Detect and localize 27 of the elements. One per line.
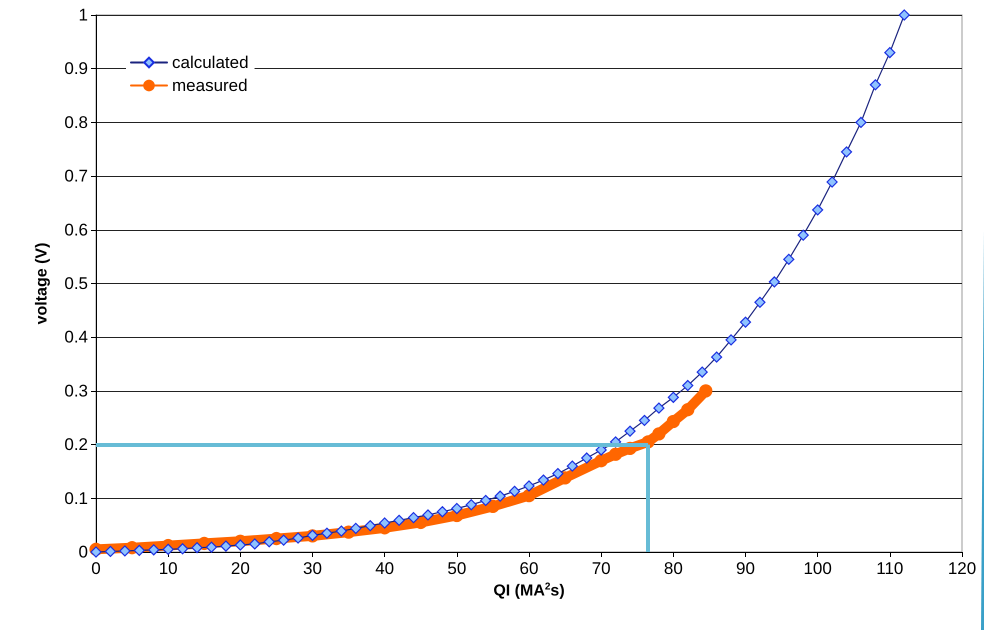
y-tick-label: 0.4 xyxy=(64,328,88,347)
y-tick-label: 0.3 xyxy=(64,381,88,400)
y-tick-label: 0.6 xyxy=(64,220,88,240)
y-tick-label: 0.2 xyxy=(64,435,88,454)
y-axis-title: voltage (V) xyxy=(34,242,50,324)
legend-label: calculated xyxy=(172,53,249,72)
legend-label: measured xyxy=(172,76,248,95)
x-tick-label: 20 xyxy=(230,559,250,578)
x-tick-label: 100 xyxy=(803,559,832,578)
x-tick-label: 50 xyxy=(447,559,466,578)
x-tick-label: 0 xyxy=(91,559,101,578)
x-tick-label: 120 xyxy=(948,559,976,578)
x-tick-label: 30 xyxy=(303,559,322,578)
x-tick-label: 90 xyxy=(736,559,755,578)
y-tick-label: 0 xyxy=(78,542,88,562)
y-tick-label: 1 xyxy=(78,6,88,24)
x-tick-label: 80 xyxy=(664,559,683,578)
x-tick-label: 110 xyxy=(876,559,904,578)
x-tick-label: 60 xyxy=(520,559,538,578)
x-tick-label: 40 xyxy=(375,559,394,578)
x-tick-label: 10 xyxy=(158,559,178,578)
y-tick-label: 0.8 xyxy=(64,112,88,132)
y-tick-label: 0.7 xyxy=(64,166,88,186)
x-tick-label: 70 xyxy=(592,559,611,578)
y-tick-label: 0.1 xyxy=(64,488,88,508)
y-tick-label: 0.9 xyxy=(64,59,88,78)
y-tick-label: 0.5 xyxy=(64,274,88,293)
